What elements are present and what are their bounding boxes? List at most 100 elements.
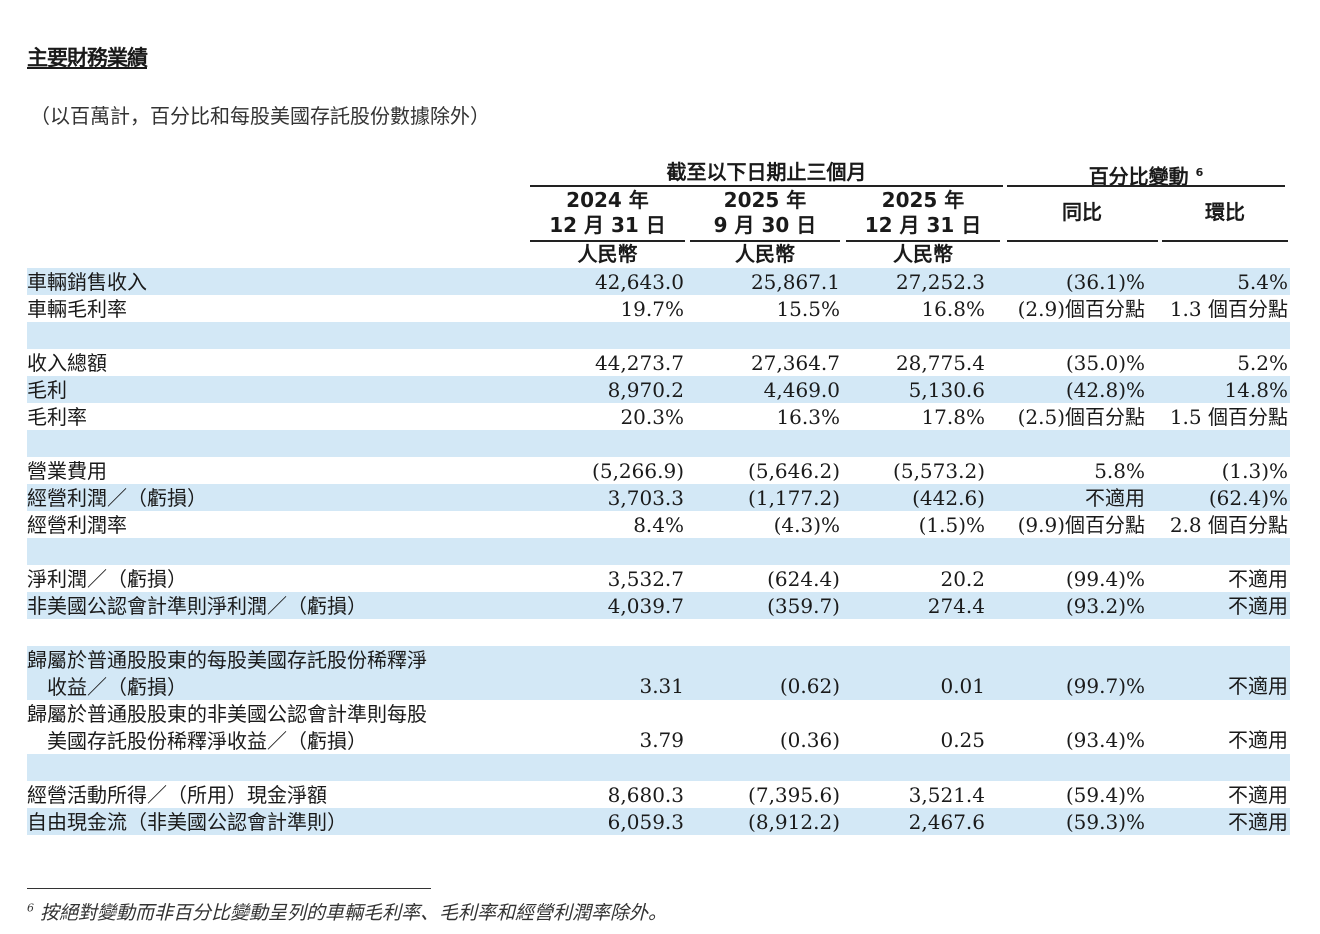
- value-2024-q4: 8,970.2: [607, 378, 684, 402]
- row-label-line: 車輛毛利率: [27, 297, 127, 321]
- currency-label: 人民幣: [893, 242, 953, 266]
- table-row: 毛利率 20.3% 16.3% 17.8% (2.5)個百分點 1.5 個百分點: [27, 403, 1290, 430]
- row-label-line: 毛利: [27, 378, 67, 402]
- row-label-line: 淨利潤／（虧損）: [27, 567, 187, 591]
- value-yoy: (99.7)%: [1065, 674, 1145, 698]
- currency-label: 人民幣: [577, 242, 638, 266]
- value-2024-q4: 3,703.3: [607, 486, 684, 510]
- table-row: 自由現金流（非美國公認會計準則） 6,059.3 (8,912.2) 2,467.6 (…: [27, 808, 1290, 835]
- col-year: 2024 年: [566, 188, 649, 212]
- spacer-row: [27, 619, 1290, 646]
- row-label-line: 歸屬於普通股股東的非美國公認會計準則每股: [27, 702, 427, 726]
- value-2024-q4: 8,680.3: [607, 783, 684, 807]
- value-2024-q4: 44,273.7: [594, 351, 684, 375]
- row-label-line: 非美國公認會計準則淨利潤／（虧損）: [27, 594, 367, 618]
- value-2025-q4: (442.6): [912, 486, 985, 510]
- value-2025-q4: 20.2: [940, 567, 985, 591]
- value-yoy: (59.3)%: [1065, 810, 1145, 834]
- value-2025-q3: (5,646.2): [748, 459, 840, 483]
- value-2025-q4: 27,252.3: [895, 270, 985, 294]
- units-note: （以百萬計，百分比和每股美國存託股份數據除外）: [30, 104, 490, 128]
- row-label-line: 車輛銷售收入: [27, 270, 147, 294]
- table-row: 歸屬於普通股股東的非美國公認會計準則每股 美國存託股份稀釋淨收益／（虧損） 3.79…: [27, 700, 1290, 754]
- value-qoq: 不適用: [1228, 783, 1288, 807]
- value-yoy: (35.0)%: [1065, 351, 1145, 375]
- value-2025-q3: (4.3)%: [773, 513, 840, 537]
- value-qoq: 1.3 個百分點: [1169, 297, 1288, 321]
- value-2024-q4: 3.79: [639, 728, 684, 752]
- col-date: 12 月 31 日: [864, 213, 982, 237]
- table-row: 營業費用 (5,266.9) (5,646.2) (5,573.2) 5.8% (1.3)…: [27, 457, 1290, 484]
- value-2025-q3: (7,395.6): [748, 783, 840, 807]
- value-2025-q4: 5,130.6: [908, 378, 985, 402]
- col-year: 2025 年: [881, 188, 965, 212]
- value-yoy: (99.4)%: [1065, 567, 1145, 591]
- header-rule: [530, 185, 1003, 187]
- value-qoq: 14.8%: [1224, 378, 1288, 402]
- row-label: 歸屬於普通股股東的非美國公認會計準則每股 美國存託股份稀釋淨收益／（虧損）: [27, 701, 427, 755]
- currency-label: 人民幣: [735, 242, 795, 266]
- spacer-row: [27, 754, 1290, 781]
- table-row: 經營利潤率 8.4% (4.3)% (1.5)% (9.9)個百分點 2.8 個百分點: [27, 511, 1290, 538]
- value-2025-q3: 15.5%: [776, 297, 840, 321]
- change-group-label: 百分比變動: [1088, 164, 1189, 189]
- table-row: 收入總額 44,273.7 27,364.7 28,775.4 (35.0)% 5.2%: [27, 349, 1290, 376]
- table-row: 經營利潤／（虧損） 3,703.3 (1,177.2) (442.6) 不適用 (62.4…: [27, 484, 1290, 511]
- row-label: 車輛毛利率: [27, 296, 127, 322]
- footnote: 6 按絕對變動而非百分比變動呈列的車輛毛利率、毛利率和經營利潤率除外。: [27, 898, 667, 925]
- col-date: 9 月 30 日: [713, 213, 817, 237]
- table-row: 非美國公認會計準則淨利潤／（虧損） 4,039.7 (359.7) 274.4 (93.…: [27, 592, 1290, 619]
- page-title: 主要財務業績: [27, 46, 148, 70]
- header-rule: [1007, 240, 1158, 242]
- row-label-line: 經營利潤率: [27, 513, 127, 537]
- value-2025-q4: (5,573.2): [893, 459, 985, 483]
- value-2025-q3: 25,867.1: [750, 270, 840, 294]
- value-2025-q3: (359.7): [767, 594, 840, 618]
- footnote-rule: [27, 888, 431, 889]
- spacer-row: [27, 538, 1290, 565]
- value-yoy: 5.8%: [1094, 459, 1145, 483]
- row-label: 歸屬於普通股股東的每股美國存託股份稀釋淨 收益／（虧損）: [27, 647, 427, 701]
- value-2025-q3: 27,364.7: [750, 351, 840, 375]
- row-label-line: 經營利潤／（虧損）: [27, 486, 207, 510]
- table-row: 毛利 8,970.2 4,469.0 5,130.6 (42.8)% 14.8%: [27, 376, 1290, 403]
- value-2025-q3: 16.3%: [776, 405, 840, 429]
- value-2025-q4: (1.5)%: [918, 513, 985, 537]
- row-label: 非美國公認會計準則淨利潤／（虧損）: [27, 593, 367, 619]
- value-yoy: (42.8)%: [1065, 378, 1145, 402]
- value-2024-q4: 20.3%: [620, 405, 684, 429]
- value-2024-q4: 8.4%: [633, 513, 684, 537]
- row-label-line: 自由現金流（非美國公認會計準則）: [27, 810, 347, 834]
- yoy-header: 同比: [1062, 200, 1102, 224]
- table-row: 經營活動所得／（所用）現金淨額 8,680.3 (7,395.6) 3,521.4 (5…: [27, 781, 1290, 808]
- value-2024-q4: 4,039.7: [607, 594, 684, 618]
- row-label-line: 經營活動所得／（所用）現金淨額: [27, 783, 327, 807]
- value-2025-q4: 2,467.6: [908, 810, 985, 834]
- col-year: 2025 年: [723, 188, 807, 212]
- row-label: 車輛銷售收入: [27, 269, 147, 295]
- value-qoq: 5.2%: [1237, 351, 1288, 375]
- header-rule: [1162, 240, 1288, 242]
- value-qoq: 不適用: [1228, 594, 1288, 618]
- value-2024-q4: 3,532.7: [607, 567, 684, 591]
- value-2025-q3: 4,469.0: [763, 378, 840, 402]
- value-qoq: (1.3)%: [1221, 459, 1288, 483]
- header-rule: [846, 240, 1000, 242]
- value-2025-q4: 3,521.4: [908, 783, 985, 807]
- spacer-row: [27, 430, 1290, 457]
- value-yoy: (9.9)個百分點: [1017, 513, 1145, 537]
- column-header-2025-q4: 2025 年 12 月 31 日: [846, 188, 1000, 238]
- row-label-line: 毛利率: [27, 405, 87, 429]
- footnote-text: 按絕對變動而非百分比變動呈列的車輛毛利率、毛利率和經營利潤率除外。: [40, 902, 668, 924]
- value-yoy: 不適用: [1085, 486, 1145, 510]
- row-label: 自由現金流（非美國公認會計準則）: [27, 809, 347, 835]
- value-2024-q4: 42,643.0: [594, 270, 684, 294]
- value-qoq: 1.5 個百分點: [1169, 405, 1288, 429]
- row-label-line: 營業費用: [27, 459, 107, 483]
- row-label: 經營利潤／（虧損）: [27, 485, 207, 511]
- header-rule: [1007, 185, 1285, 187]
- value-qoq: 不適用: [1228, 674, 1288, 698]
- value-2025-q4: 17.8%: [921, 405, 985, 429]
- value-2024-q4: 19.7%: [620, 297, 684, 321]
